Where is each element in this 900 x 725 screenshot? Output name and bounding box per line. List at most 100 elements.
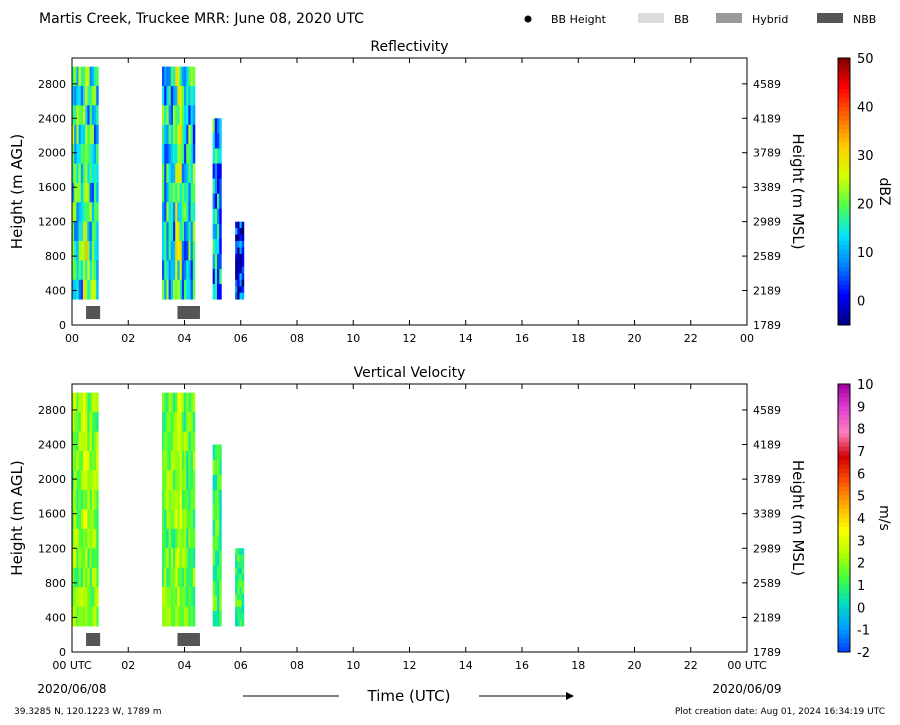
velocity-cell bbox=[91, 509, 95, 530]
reflectivity-cell bbox=[85, 163, 88, 184]
velocity-colorbar-tick-label: 1 bbox=[857, 579, 865, 594]
reflectivity-cell bbox=[168, 85, 172, 106]
reflectivity-cell bbox=[78, 105, 82, 126]
velocity-cell bbox=[173, 606, 176, 627]
velocity-colorbar-cell bbox=[838, 459, 850, 465]
velocity-cell bbox=[235, 574, 238, 582]
velocity-cell bbox=[76, 392, 79, 413]
reflectivity-ytick-right-label: 3789 bbox=[753, 147, 781, 160]
reflectivity-cell bbox=[241, 273, 245, 281]
reflectivity-cell bbox=[76, 221, 79, 242]
reflectivity-cell bbox=[168, 221, 172, 242]
reflectivity-cell bbox=[177, 241, 180, 261]
reflectivity-cell bbox=[212, 148, 216, 164]
reflectivity-cell bbox=[80, 202, 84, 223]
reflectivity-cell bbox=[173, 221, 176, 242]
velocity-colorbar-cell bbox=[838, 522, 850, 528]
reflectivity-cell bbox=[190, 182, 194, 203]
velocity-cell bbox=[74, 431, 77, 452]
velocity-cell bbox=[166, 489, 169, 510]
reflectivity-cell bbox=[177, 221, 180, 242]
velocity-colorbar-cell bbox=[838, 486, 850, 492]
reflectivity-cell bbox=[214, 284, 218, 300]
reflectivity-cell bbox=[83, 241, 86, 261]
reflectivity-cell bbox=[179, 163, 183, 184]
velocity-cell bbox=[212, 474, 216, 491]
reflectivity-colorbar-cell bbox=[838, 178, 850, 184]
reflectivity-cell bbox=[72, 221, 75, 242]
reflectivity-colorbar-cell bbox=[838, 58, 850, 63]
velocity-cell bbox=[85, 489, 88, 510]
velocity-cell bbox=[170, 489, 174, 510]
reflectivity-cell bbox=[87, 144, 90, 164]
velocity-colorbar-cell bbox=[838, 384, 850, 389]
reflectivity-colorbar-tick-label: 0 bbox=[857, 295, 865, 310]
reflectivity-cell bbox=[164, 182, 167, 203]
velocity-cell bbox=[241, 548, 245, 556]
reflectivity-cell bbox=[177, 202, 180, 223]
velocity-colorbar-cell bbox=[838, 419, 850, 425]
legend-bb-height-marker bbox=[524, 15, 532, 23]
velocity-cell bbox=[177, 470, 180, 491]
velocity-colorbar-cell bbox=[838, 509, 850, 515]
reflectivity-cell bbox=[188, 221, 191, 242]
velocity-cell bbox=[94, 606, 97, 627]
velocity-title: Vertical Velocity bbox=[354, 365, 466, 381]
velocity-colorbar-cell bbox=[838, 567, 850, 573]
reflectivity-cell bbox=[179, 260, 183, 281]
reflectivity-cell bbox=[181, 182, 185, 203]
reflectivity-cell bbox=[83, 260, 86, 281]
reflectivity-colorbar-cell bbox=[838, 249, 850, 255]
reflectivity-cell bbox=[184, 260, 187, 281]
velocity-cell bbox=[235, 593, 238, 601]
reflectivity-cell bbox=[80, 124, 84, 145]
reflectivity-cell bbox=[94, 105, 97, 126]
reflectivity-cell bbox=[237, 253, 240, 261]
velocity-cell bbox=[192, 489, 196, 510]
reflectivity-cell bbox=[72, 202, 75, 223]
reflectivity-cell bbox=[214, 118, 218, 134]
velocity-cell bbox=[96, 567, 99, 588]
reflectivity-colorbar-cell bbox=[838, 213, 850, 219]
velocity-cell bbox=[177, 548, 180, 569]
reflectivity-title: Reflectivity bbox=[370, 39, 448, 55]
velocity-cell bbox=[241, 613, 245, 620]
velocity-cell bbox=[179, 587, 183, 608]
velocity-colorbar-cell bbox=[838, 406, 850, 412]
velocity-cell bbox=[219, 580, 222, 597]
reflectivity-cell bbox=[164, 163, 167, 184]
reflectivity-cell bbox=[177, 124, 180, 145]
reflectivity-cell bbox=[94, 144, 97, 164]
reflectivity-cell bbox=[87, 85, 90, 106]
velocity-cell bbox=[186, 548, 189, 569]
reflectivity-cell bbox=[190, 241, 194, 261]
reflectivity-cell bbox=[175, 85, 178, 106]
reflectivity-cell bbox=[190, 105, 194, 126]
reflectivity-cell bbox=[168, 124, 172, 145]
velocity-cell bbox=[190, 587, 194, 608]
velocity-cell bbox=[175, 392, 178, 413]
velocity-cell bbox=[80, 528, 84, 549]
reflectivity-cell bbox=[179, 66, 183, 87]
velocity-cell bbox=[212, 535, 216, 551]
reflectivity-cell bbox=[190, 221, 194, 242]
reflectivity-cell bbox=[89, 124, 93, 145]
velocity-cell bbox=[188, 587, 191, 608]
velocity-cell bbox=[192, 451, 196, 471]
velocity-cell bbox=[85, 470, 88, 491]
velocity-colorbar-tick-label: 5 bbox=[857, 490, 865, 505]
velocity-colorbar-tick-label: 6 bbox=[857, 467, 865, 482]
velocity-cell bbox=[96, 431, 99, 452]
velocity-cell bbox=[217, 550, 220, 566]
velocity-cell bbox=[192, 548, 196, 569]
velocity-cell bbox=[186, 392, 189, 413]
reflectivity-cell bbox=[219, 193, 222, 210]
reflectivity-cell bbox=[212, 193, 216, 210]
reflectivity-colorbar-cell bbox=[838, 311, 850, 317]
reflectivity-colorbar-cell bbox=[838, 173, 850, 179]
velocity-cell bbox=[214, 444, 218, 461]
velocity-cell bbox=[91, 470, 95, 491]
velocity-cell bbox=[164, 489, 167, 510]
reflectivity-colorbar-cell bbox=[838, 253, 850, 259]
velocity-xtick-label: 00 UTC bbox=[727, 659, 767, 672]
